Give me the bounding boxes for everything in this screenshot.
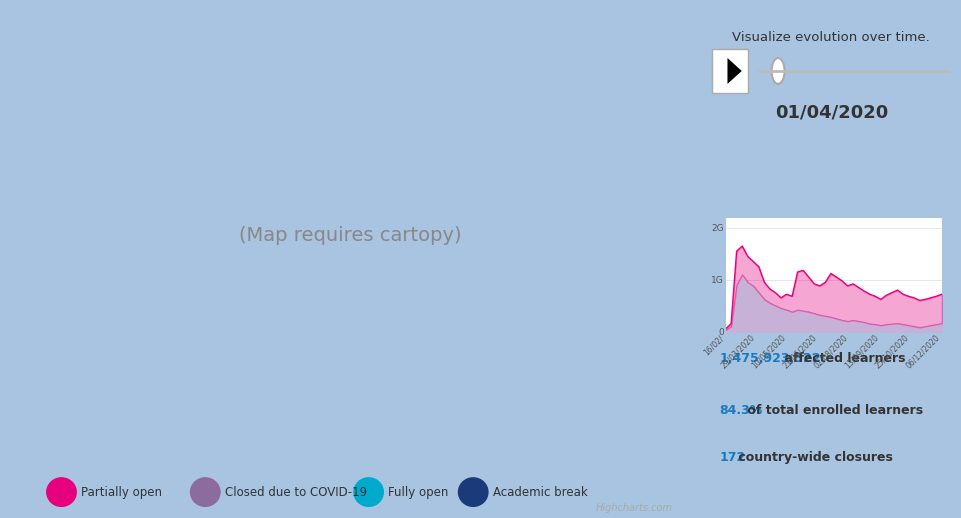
Text: country-wide closures: country-wide closures	[733, 451, 893, 464]
Ellipse shape	[190, 478, 220, 507]
Text: affected learners: affected learners	[780, 352, 906, 365]
Text: Closed due to COVID-19: Closed due to COVID-19	[225, 485, 367, 499]
Text: (Map requires cartopy): (Map requires cartopy)	[239, 226, 462, 245]
Text: Highcharts.com: Highcharts.com	[596, 503, 673, 513]
Text: of total enrolled learners: of total enrolled learners	[743, 404, 924, 417]
FancyBboxPatch shape	[712, 49, 749, 93]
Text: Fully open: Fully open	[388, 485, 449, 499]
Ellipse shape	[47, 478, 76, 507]
Circle shape	[772, 58, 784, 84]
Ellipse shape	[458, 478, 488, 507]
Polygon shape	[727, 58, 742, 84]
Text: Partially open: Partially open	[81, 485, 162, 499]
Ellipse shape	[354, 478, 383, 507]
Text: 1,475,923,522: 1,475,923,522	[720, 352, 822, 365]
Text: 01/04/2020: 01/04/2020	[775, 104, 888, 122]
Text: Academic break: Academic break	[493, 485, 587, 499]
Text: 172: 172	[720, 451, 746, 464]
Text: Visualize evolution over time.: Visualize evolution over time.	[732, 31, 930, 44]
Text: 84.3%: 84.3%	[720, 404, 763, 417]
